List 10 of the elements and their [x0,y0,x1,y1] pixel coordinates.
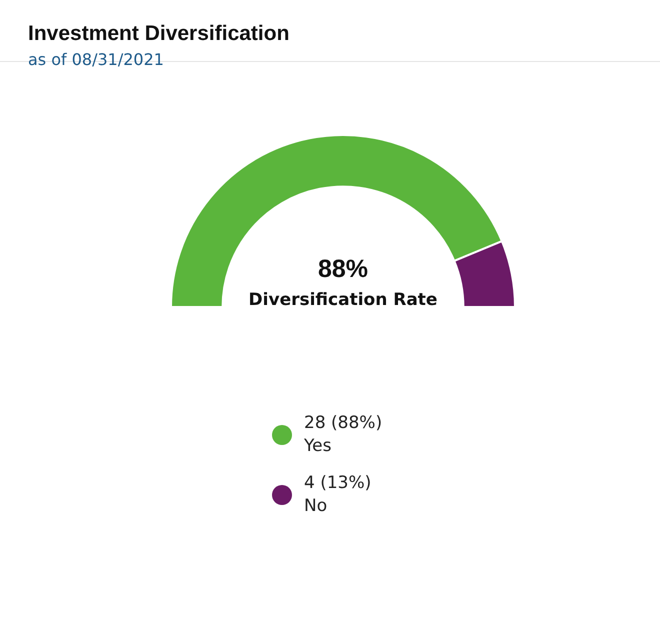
data-label: 4 (13%) [304,472,372,495]
legend-entry: 4 (13%) No [272,472,382,518]
data-label: 28 (88%) [304,412,382,435]
chart-title: Investment Diversification [28,22,290,46]
text: Diversification Rate [248,290,438,310]
chart-subtitle: as of 08/31/2021 [28,50,165,69]
legend-entry: 28 (88%) Yes [272,412,382,458]
legend-label: Yes [304,435,332,458]
legend-label: No [304,495,328,518]
text: 88% [318,255,368,283]
